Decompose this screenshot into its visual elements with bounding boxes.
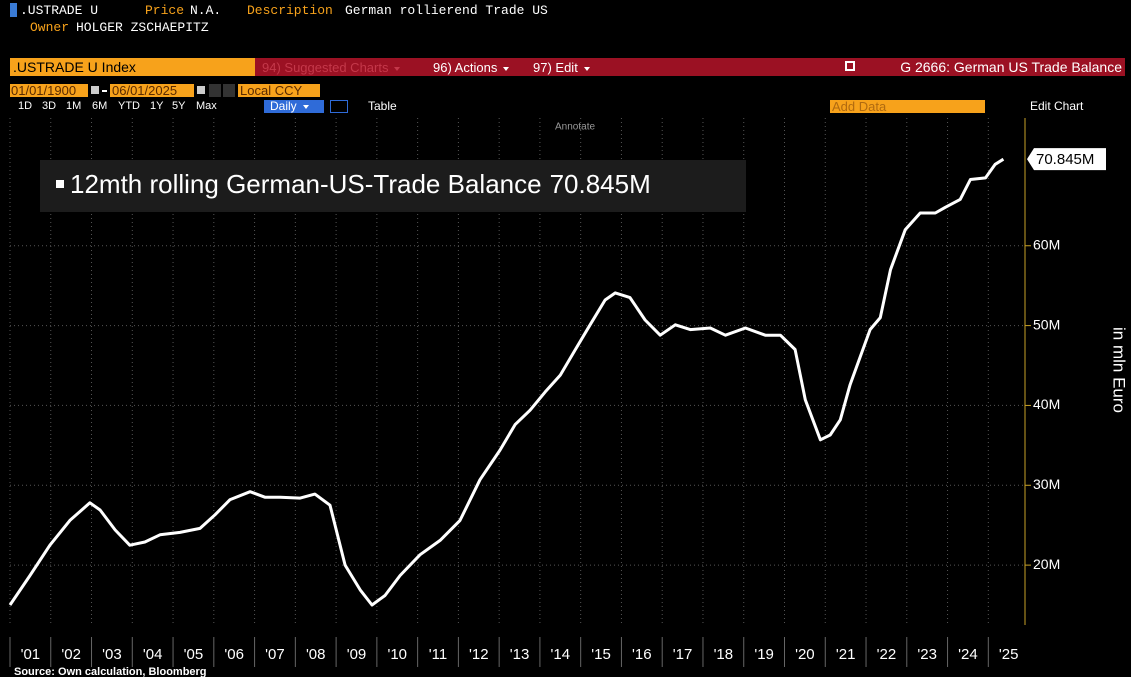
x-tick-label: '15 [591, 646, 611, 663]
x-tick-label: '22 [877, 646, 897, 663]
x-tick-label: '16 [632, 646, 652, 663]
start-date-field[interactable] [10, 84, 88, 97]
x-tick-label: '20 [795, 646, 815, 663]
y-tick-label: 40M [1033, 396, 1060, 412]
description-label: Description [247, 3, 333, 18]
period-button[interactable]: YTD [118, 100, 140, 112]
period-button[interactable]: 1Y [150, 100, 164, 112]
period-button[interactable]: 6M [92, 100, 108, 112]
legend-box [40, 160, 746, 212]
edit-chart[interactable]: Edit Chart [1030, 99, 1084, 113]
price-label: Price [145, 3, 185, 18]
currency-field[interactable] [238, 84, 320, 97]
x-tick-label: '23 [917, 646, 937, 663]
x-tick-label: '03 [102, 646, 122, 663]
chart-name: G 2666: German US Trade Balance [900, 59, 1122, 75]
source: Source: Own calculation, Bloomberg [14, 666, 207, 677]
menu-item[interactable]: 97) Edit [533, 60, 590, 75]
last-value-label: 70.845M [1036, 151, 1094, 168]
x-tick-label: '06 [224, 646, 244, 663]
chart-type-icon[interactable] [330, 100, 348, 113]
start-date: 01/01/1900 [11, 83, 77, 98]
legend-swatch [56, 180, 64, 188]
x-tick-label: '25 [999, 646, 1019, 663]
x-tick-label: '01 [21, 646, 41, 663]
x-tick-label: '10 [387, 646, 407, 663]
x-tick-label: '17 [673, 646, 693, 663]
add-data: Add Data [832, 99, 887, 114]
y-tick-label: 20M [1033, 556, 1060, 572]
calendar-icon[interactable] [91, 86, 99, 94]
owner-label: Owner [30, 20, 70, 35]
legend-name: 12mth rolling German-US-Trade Balance [70, 169, 542, 199]
x-tick-label: '09 [347, 646, 367, 663]
prev-button[interactable] [209, 84, 221, 97]
y-tick-label: 50M [1033, 316, 1060, 332]
calendar-icon[interactable] [197, 86, 205, 94]
period-button[interactable]: 1M [66, 100, 82, 112]
owner: HOLGER ZSCHAEPITZ [76, 20, 209, 35]
date-dash [102, 90, 107, 92]
last-value-tag [1027, 148, 1106, 171]
menu-item[interactable]: 94) Suggested Charts [262, 60, 400, 75]
x-tick-label: '19 [754, 646, 774, 663]
x-tick-label: '13 [510, 646, 530, 663]
popout-icon[interactable] [845, 61, 855, 71]
x-tick-label: '11 [429, 646, 447, 663]
x-tick-label: '07 [265, 646, 285, 663]
x-tick-label: '02 [61, 646, 81, 663]
security-field[interactable] [10, 58, 255, 76]
x-tick-label: '12 [469, 646, 489, 663]
period-button[interactable]: Max [196, 100, 217, 112]
next-button[interactable] [223, 84, 235, 97]
ticker-icon [10, 3, 17, 17]
add-data-field[interactable] [830, 100, 985, 113]
frequency: Daily [270, 99, 309, 114]
x-tick-label: '18 [714, 646, 734, 663]
period-button[interactable]: 3D [42, 100, 57, 112]
y-tick-label: 30M [1033, 476, 1060, 492]
security: .USTRADE U Index [13, 59, 136, 75]
ticker: .USTRADE U [20, 3, 99, 18]
period-button[interactable]: 5Y [172, 100, 186, 112]
menu-item[interactable]: 96) Actions [433, 60, 509, 75]
end-date: 06/01/2025 [112, 83, 178, 98]
data-line [8, 157, 1005, 607]
end-date-field[interactable] [110, 84, 194, 97]
x-tick-label: '21 [836, 646, 856, 663]
description: German rollierend Trade US [345, 3, 548, 18]
y-tick-label: 60M [1033, 236, 1060, 252]
x-tick-label: '04 [143, 646, 163, 663]
price: N.A. [190, 3, 222, 18]
table-button[interactable]: Table [368, 99, 397, 113]
y-axis-label: in mln Euro [1110, 327, 1129, 413]
period-button[interactable]: 1D [18, 100, 33, 112]
x-tick-label: '14 [551, 646, 571, 663]
currency: Local CCY [240, 83, 303, 98]
x-tick-label: '24 [958, 646, 978, 663]
legend-value: 70.845M [550, 169, 651, 199]
x-tick-label: '08 [306, 646, 326, 663]
annotate[interactable]: Annotate [555, 122, 595, 133]
x-tick-label: '05 [184, 646, 204, 663]
